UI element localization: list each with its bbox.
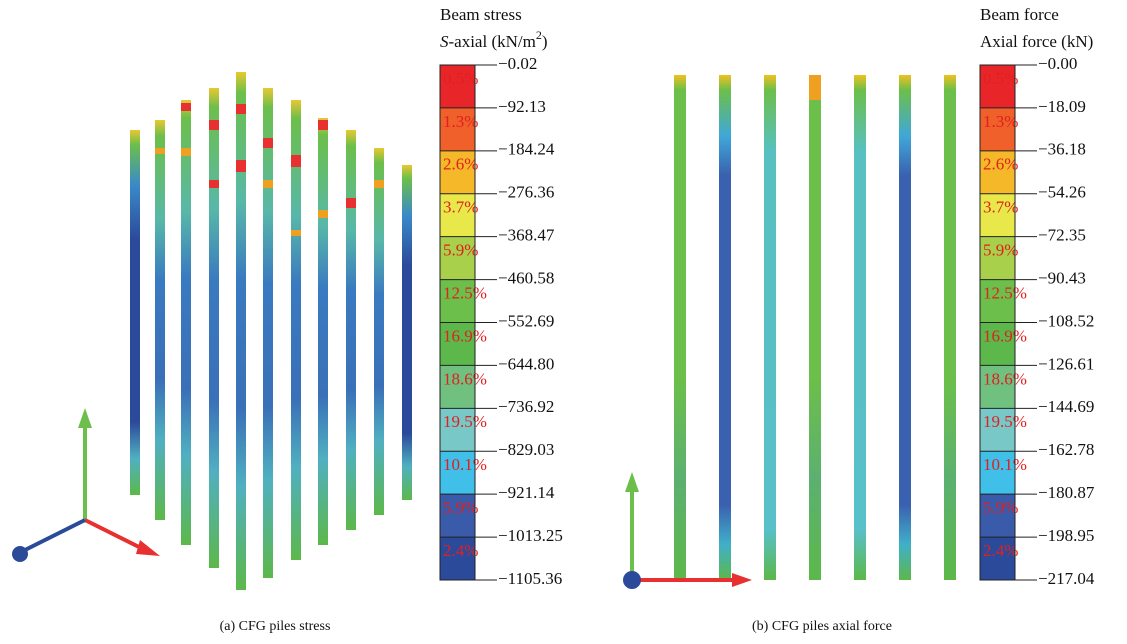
legend-subtitle: S-axial (kN/m2) <box>440 28 548 51</box>
legend-percent: 18.6% <box>443 369 487 388</box>
legend-percent: 0.5% <box>443 69 478 88</box>
legend-level: −92.13 <box>498 97 546 116</box>
legend-percent: 1.3% <box>443 112 478 131</box>
legend-percent: 10.1% <box>443 455 487 474</box>
legend-level: −108.52 <box>1038 311 1094 330</box>
legend-level: −217.04 <box>1038 569 1095 588</box>
legend-level: −162.78 <box>1038 440 1094 459</box>
legend-percent: 0.5% <box>983 69 1018 88</box>
legend-level: −921.14 <box>498 483 555 502</box>
legend-subtitle: Axial force (kN) <box>980 32 1093 51</box>
legend-level: −368.47 <box>498 226 555 245</box>
legend-percent: 18.6% <box>983 369 1027 388</box>
legend-percent: 12.5% <box>983 283 1027 302</box>
subtitle-end: ) <box>542 32 548 51</box>
piles-a <box>12 72 412 590</box>
legend-percent: 19.5% <box>983 412 1027 431</box>
legend-level: −0.00 <box>1038 54 1077 73</box>
legend-level: −644.80 <box>498 354 554 373</box>
legend-level: −552.69 <box>498 311 554 330</box>
legend-percent: 16.9% <box>983 326 1027 345</box>
legend-level: −144.69 <box>1038 397 1094 416</box>
legend-level: −736.92 <box>498 397 554 416</box>
legend-percent: 5.9% <box>983 498 1018 517</box>
legend-level: −460.58 <box>498 268 554 287</box>
legend-percent: 16.9% <box>443 326 487 345</box>
legend-level: −1105.36 <box>498 569 562 588</box>
legend-level: −180.87 <box>1038 483 1095 502</box>
legend-percent: 2.4% <box>443 541 478 560</box>
legend-percent: 10.1% <box>983 455 1027 474</box>
legend-percent: 3.7% <box>983 198 1018 217</box>
legend-level: −54.26 <box>1038 183 1086 202</box>
legend-percent: 2.6% <box>983 155 1018 174</box>
legend-level: −1013.25 <box>498 526 563 545</box>
legend-level: −126.61 <box>1038 354 1094 373</box>
legend-percent: 5.9% <box>443 241 478 260</box>
legend-level: −72.35 <box>1038 226 1086 245</box>
figure: Beam stress S-axial (kN/m2) 0.5% 1.3% 2.6% 3.… <box>0 0 1127 639</box>
legend-percent: 5.9% <box>443 498 478 517</box>
legend-percent: 12.5% <box>443 283 487 302</box>
legend-level: −0.02 <box>498 54 537 73</box>
caption: (b) CFG piles axial force <box>752 619 892 634</box>
legend-level: −184.24 <box>498 140 555 159</box>
legend-level: −829.03 <box>498 440 554 459</box>
legend-level: −36.18 <box>1038 140 1086 159</box>
legend-percent: 1.3% <box>983 112 1018 131</box>
legend-percent: 19.5% <box>443 412 487 431</box>
legend-level: −198.95 <box>1038 526 1094 545</box>
legend-percent: 3.7% <box>443 198 478 217</box>
legend-level: −90.43 <box>1038 268 1086 287</box>
piles-b <box>623 75 956 589</box>
legend-title: Beam force <box>980 5 1059 24</box>
legend-title: Beam stress <box>440 5 522 24</box>
subtitle-text: Axial force (kN) <box>980 32 1093 51</box>
legend-percent: 2.4% <box>983 541 1018 560</box>
legend-level: −276.36 <box>498 183 554 202</box>
caption: (a) CFG piles stress <box>220 619 331 634</box>
legend-percent: 2.6% <box>443 155 478 174</box>
legend-level: −18.09 <box>1038 97 1086 116</box>
legend-percent: 5.9% <box>983 241 1018 260</box>
subtitle-text: -axial (kN/m <box>449 32 536 51</box>
